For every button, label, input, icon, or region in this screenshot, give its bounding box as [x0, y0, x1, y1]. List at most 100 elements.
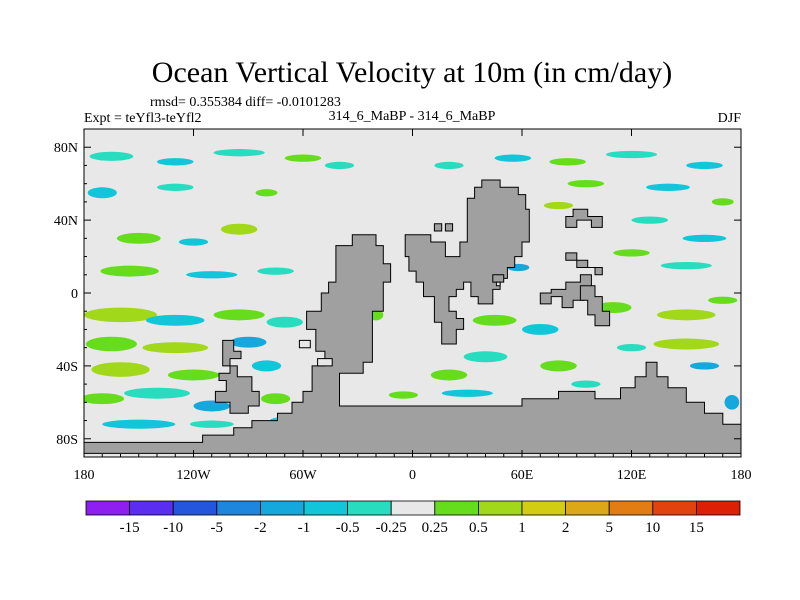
colorbar-swatch-0 [85, 500, 130, 516]
colorbar-label: -2 [254, 520, 267, 536]
colorbar-label: 15 [689, 520, 704, 536]
colorbar-swatch-12 [608, 500, 654, 516]
colorbar-label: 10 [645, 520, 660, 536]
velocity-contour-56 [430, 369, 468, 381]
velocity-contour-14 [84, 307, 157, 323]
velocity-contour-18 [85, 336, 137, 352]
stats-line: rmsd= 0.355384 diff= -0.0101283 [150, 95, 341, 110]
velocity-contours [84, 149, 740, 429]
velocity-contour-51 [522, 323, 559, 335]
colorbar-label: 0.25 [422, 520, 448, 536]
colorbar-label: 2 [562, 520, 570, 536]
velocity-contour-34 [549, 158, 586, 166]
y-tick-label: 80N [54, 141, 78, 156]
velocity-contour-54 [463, 351, 508, 363]
colorbar-label: -15 [120, 520, 140, 536]
velocity-contour-59 [571, 380, 601, 388]
land-small-island-east [444, 223, 454, 232]
land-south-america-antarctic-peninsula [84, 234, 741, 454]
velocity-contour-35 [605, 150, 658, 159]
colorbar-label: -10 [163, 520, 183, 536]
inlet-peninsula-sea-1 [317, 358, 333, 367]
season-label: DJF [718, 111, 742, 126]
velocity-contour-15 [146, 314, 205, 326]
x-tick-label: 60W [289, 468, 317, 483]
x-axis: 180 120W 60W 0 60E 120E 180 [74, 129, 752, 483]
velocity-contour-28 [189, 420, 234, 428]
colorbar-swatch-13 [652, 500, 697, 516]
velocity-contour-13 [257, 267, 294, 275]
velocity-contour-55 [540, 360, 577, 372]
colorbar-label: -0.25 [376, 520, 407, 536]
colorbar: -15 -10 -5 -2 -1 -0.5 -0.25 0.25 0.5 1 2 5 10 15 [85, 500, 741, 536]
y-tick-label: 80S [56, 433, 78, 448]
velocity-contour-61 [724, 395, 740, 410]
colorbar-swatch-2 [172, 500, 218, 516]
velocity-contour-4 [324, 161, 355, 170]
velocity-contour-9 [178, 238, 209, 246]
y-tick-label: 0 [71, 287, 78, 302]
velocity-contour-39 [711, 198, 734, 206]
velocity-contour-38 [646, 183, 690, 191]
velocity-contour-49 [708, 296, 738, 304]
x-tick-label: 60E [511, 468, 534, 483]
velocity-contour-47 [595, 302, 632, 314]
y-tick-label: 40N [54, 214, 78, 229]
velocity-contour-58 [441, 389, 493, 397]
velocity-contour-2 [213, 149, 265, 157]
velocity-contour-0 [89, 151, 134, 161]
velocity-contour-60 [388, 391, 418, 399]
land-north-island-chain [565, 208, 603, 228]
velocity-contour-8 [116, 232, 161, 244]
velocity-contour-48 [657, 309, 716, 321]
velocity-contour-6 [157, 183, 194, 191]
inlet-peninsula-sea-2 [298, 339, 311, 349]
x-tick-label: 120W [176, 468, 211, 483]
velocity-contour-32 [434, 161, 464, 170]
colorbar-swatch-7 [390, 500, 436, 516]
colorbar-swatch-3 [216, 500, 261, 516]
velocity-contour-17 [266, 316, 303, 328]
velocity-contour-23 [251, 360, 282, 372]
colorbar-swatch-10 [521, 500, 566, 516]
x-tick-label: 120E [617, 468, 647, 483]
velocity-contour-21 [91, 362, 150, 377]
velocity-contour-33 [494, 154, 532, 162]
velocity-contour-36 [686, 161, 723, 170]
velocity-contour-10 [220, 223, 258, 235]
colorbar-label: 0.5 [469, 520, 488, 536]
case-label: 314_6_MaBP - 314_6_MaBP [329, 109, 496, 124]
velocity-contour-26 [193, 400, 230, 412]
land-australia [579, 285, 611, 327]
velocity-contour-22 [167, 369, 220, 381]
velocity-contour-42 [682, 234, 727, 242]
colorbar-swatch-14 [696, 500, 741, 516]
experiment-label: Expt = teYfl3-teYfl2 [84, 111, 202, 126]
land-africa-eurasia [404, 179, 530, 345]
colorbar-swatch-8 [434, 500, 479, 516]
x-tick-label: 0 [409, 468, 416, 483]
land-arabian-islands [565, 252, 603, 276]
colorbar-swatch-5 [303, 500, 348, 516]
velocity-contour-5 [87, 187, 117, 199]
velocity-contour-11 [100, 265, 159, 277]
velocity-contour-44 [660, 262, 712, 270]
colorbar-swatch-1 [129, 500, 174, 516]
colorbar-label: 1 [518, 520, 526, 536]
y-axis: 80N 40N 0 40S 80S [54, 141, 741, 448]
velocity-contour-29 [261, 393, 291, 405]
velocity-contour-43 [613, 249, 650, 257]
colorbar-swatch-6 [347, 500, 392, 516]
inlet-inland-sea [495, 281, 501, 287]
velocity-contour-7 [255, 189, 278, 197]
land-small-island-west [433, 223, 443, 232]
velocity-contour-52 [653, 338, 720, 350]
land-east-coast-inlet [492, 274, 505, 283]
velocity-contour-41 [631, 216, 668, 224]
colorbar-swatch-4 [259, 500, 305, 516]
x-tick-label: 180 [731, 468, 752, 483]
colorbar-label: -0.5 [336, 520, 360, 536]
velocity-contour-12 [186, 271, 238, 279]
velocity-contour-40 [543, 201, 574, 210]
